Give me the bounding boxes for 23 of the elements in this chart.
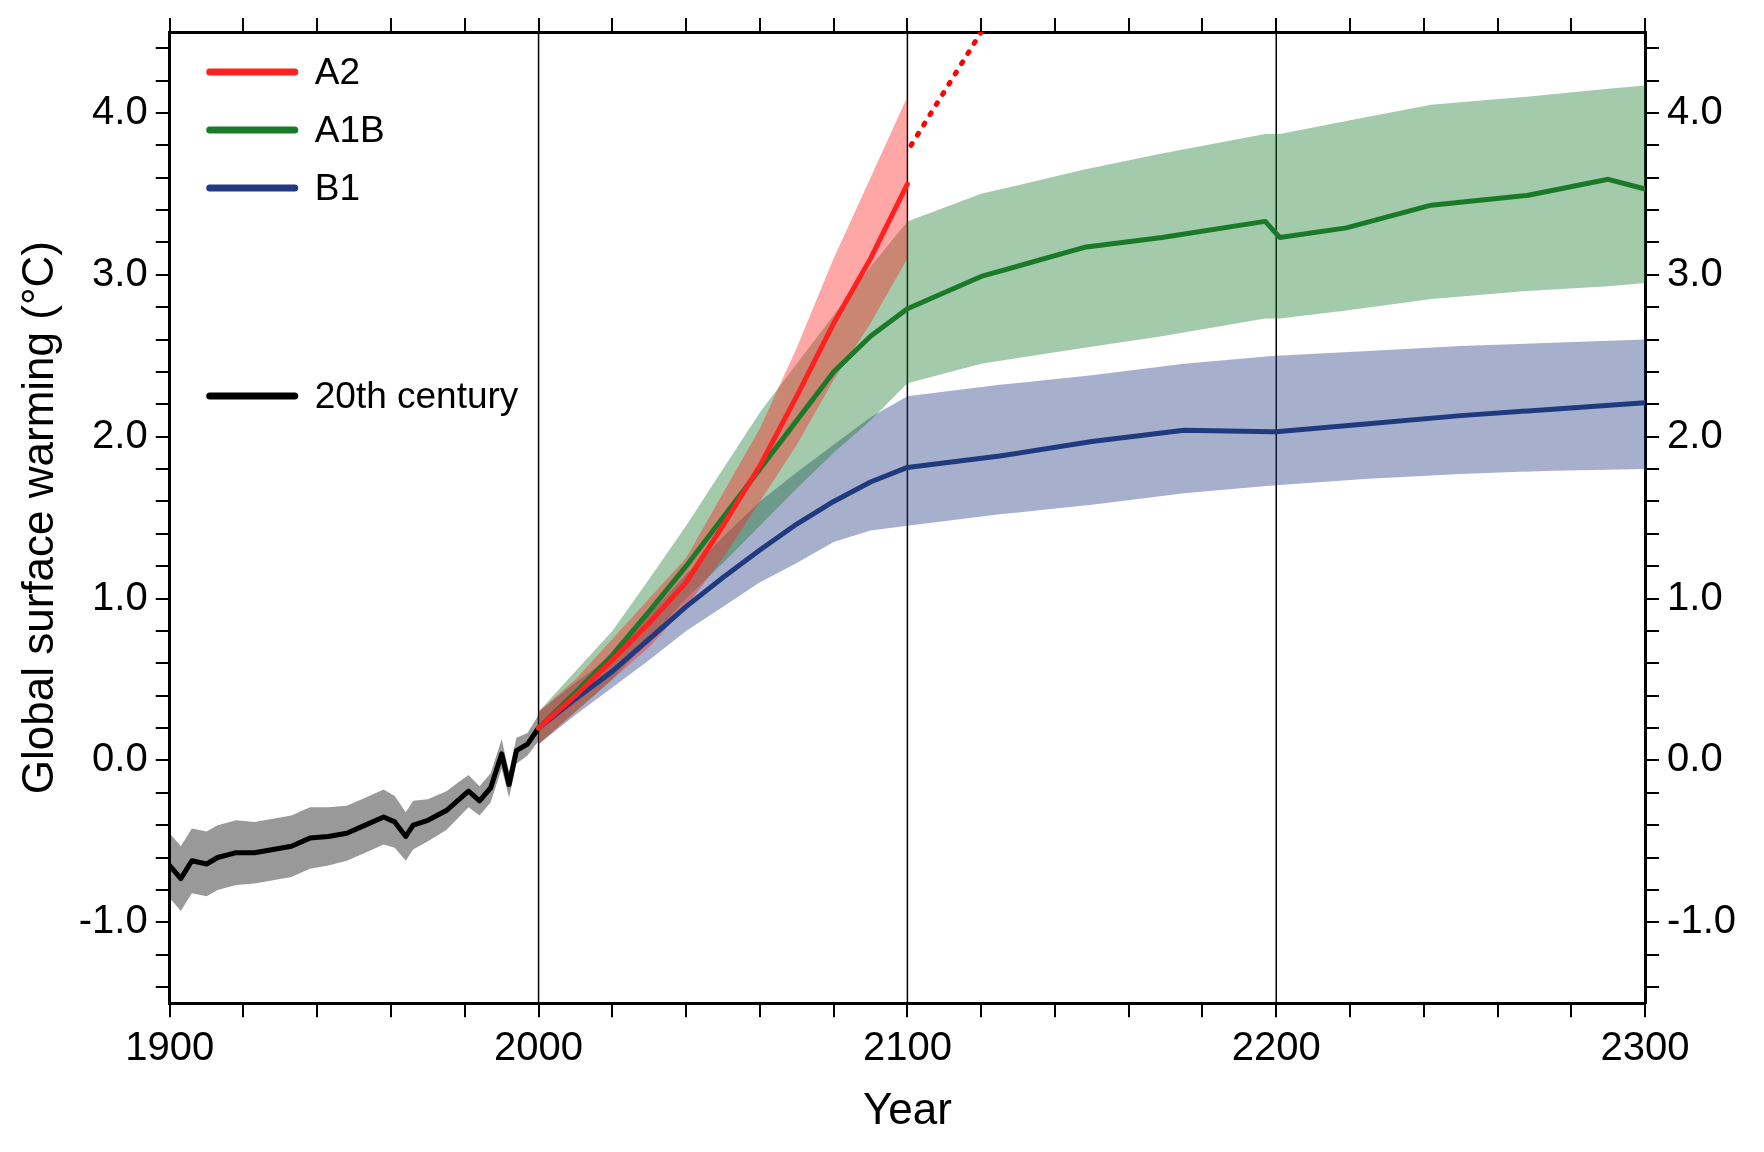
legend-label: A1B	[314, 109, 385, 151]
x-tick-label: 2200	[1231, 1024, 1321, 1069]
x-tick-label: 2000	[494, 1024, 584, 1069]
y-axis-title: Global surface warming (°C)	[12, 241, 62, 795]
legend-label: B1	[314, 167, 360, 209]
y-tick-label: 2.0	[92, 411, 148, 456]
x-tick-label: 1900	[125, 1024, 215, 1069]
y-tick-label: 1.0	[92, 573, 148, 618]
x-tick-label: 2300	[1600, 1024, 1690, 1069]
y-tick-label: 4.0	[92, 87, 148, 132]
y-tick-label: 0.0	[92, 735, 148, 780]
legend-label: 20th century	[314, 375, 519, 417]
x-axis-title: Year	[862, 1083, 952, 1133]
legend-label: A2	[314, 51, 360, 93]
y-tick-label: -1.0	[78, 897, 148, 942]
y2-tick-label: 1.0	[1667, 573, 1723, 618]
y2-tick-label: -1.0	[1667, 897, 1737, 942]
x-tick-label: 2100	[862, 1024, 952, 1069]
y2-tick-label: 2.0	[1667, 411, 1723, 456]
y-tick-label: 3.0	[92, 249, 148, 294]
y2-tick-label: 0.0	[1667, 735, 1723, 780]
y2-tick-label: 4.0	[1667, 87, 1723, 132]
y2-tick-label: 3.0	[1667, 249, 1723, 294]
